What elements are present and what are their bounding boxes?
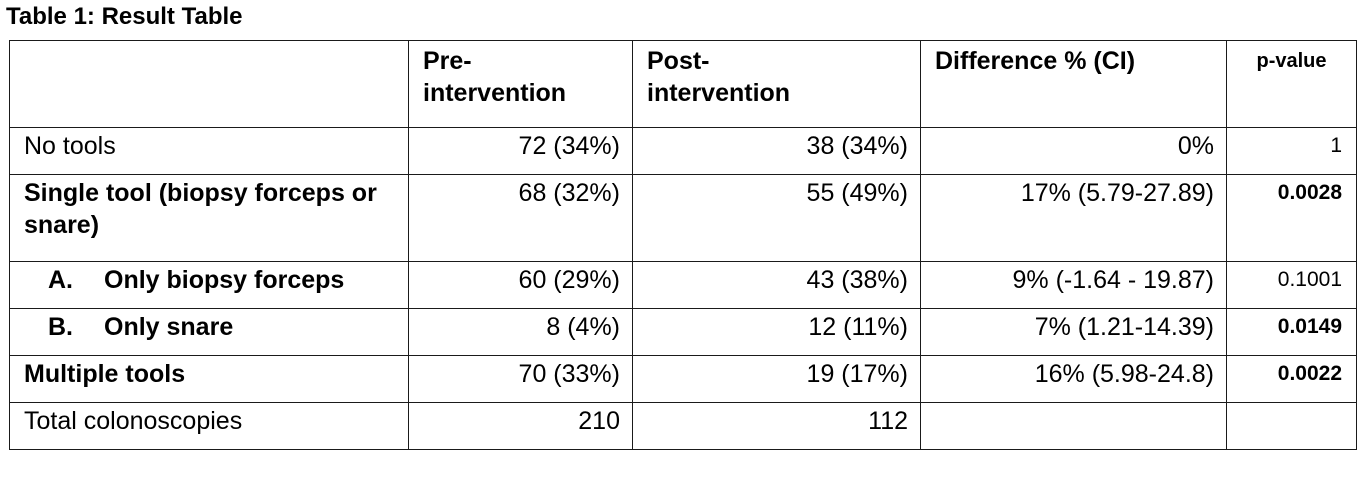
- post-value: 112: [632, 402, 921, 450]
- row-label: Multiple tools: [9, 355, 409, 403]
- sub-item-letter: B.: [48, 313, 73, 341]
- difference-value: 9% (-1.64 - 19.87): [920, 261, 1227, 309]
- sub-item-label: Only biopsy forceps: [104, 266, 345, 294]
- table-row: A. Only biopsy forceps 60 (29%) 43 (38%) …: [9, 261, 1357, 309]
- p-value: 0.1001: [1226, 261, 1357, 309]
- header-pre-line1: Pre-: [423, 47, 472, 75]
- p-value: 0.0022: [1226, 355, 1357, 403]
- header-difference: Difference % (CI): [920, 40, 1227, 128]
- p-value: 0.0149: [1226, 308, 1357, 356]
- result-table: Pre-intervention Post-intervention Diffe…: [9, 40, 1357, 450]
- pre-value: 72 (34%): [408, 127, 633, 175]
- post-value: 12 (11%): [632, 308, 921, 356]
- post-value: 19 (17%): [632, 355, 921, 403]
- header-cell-empty: [9, 40, 409, 128]
- header-post-line1: Post-: [647, 47, 710, 75]
- post-value: 43 (38%): [632, 261, 921, 309]
- difference-value: 16% (5.98-24.8): [920, 355, 1227, 403]
- post-value: 38 (34%): [632, 127, 921, 175]
- table-row: No tools 72 (34%) 38 (34%) 0% 1: [9, 127, 1357, 175]
- pre-value: 210: [408, 402, 633, 450]
- difference-value: [920, 402, 1227, 450]
- row-label: B. Only snare: [9, 308, 409, 356]
- header-post-intervention: Post-intervention: [632, 40, 921, 128]
- p-value: 1: [1226, 127, 1357, 175]
- table-row: Multiple tools 70 (33%) 19 (17%) 16% (5.…: [9, 355, 1357, 403]
- p-value: [1226, 402, 1357, 450]
- header-pre-line2: intervention: [423, 79, 567, 107]
- pre-value: 70 (33%): [408, 355, 633, 403]
- sub-item-letter: A.: [48, 266, 73, 294]
- sub-item-label: Only snare: [104, 313, 234, 341]
- difference-value: 0%: [920, 127, 1227, 175]
- header-p-value: p-value: [1226, 40, 1357, 128]
- p-value: 0.0028: [1226, 174, 1357, 262]
- header-pre-intervention: Pre-intervention: [408, 40, 633, 128]
- difference-value: 17% (5.79-27.89): [920, 174, 1227, 262]
- post-value: 55 (49%): [632, 174, 921, 262]
- table-row: Single tool (biopsy forceps or snare) 68…: [9, 174, 1357, 262]
- header-post-line2: intervention: [647, 79, 791, 107]
- row-label: A. Only biopsy forceps: [9, 261, 409, 309]
- table-row: B. Only snare 8 (4%) 12 (11%) 7% (1.21-14…: [9, 308, 1357, 356]
- table-row: Total colonoscopies 210 112: [9, 402, 1357, 450]
- row-label: No tools: [9, 127, 409, 175]
- difference-value: 7% (1.21-14.39): [920, 308, 1227, 356]
- table-caption: Table 1: Result Table: [6, 3, 243, 30]
- row-label: Total colonoscopies: [9, 402, 409, 450]
- table-header-row: Pre-intervention Post-intervention Diffe…: [9, 40, 1357, 128]
- pre-value: 60 (29%): [408, 261, 633, 309]
- pre-value: 8 (4%): [408, 308, 633, 356]
- pre-value: 68 (32%): [408, 174, 633, 262]
- row-label: Single tool (biopsy forceps or snare): [9, 174, 409, 262]
